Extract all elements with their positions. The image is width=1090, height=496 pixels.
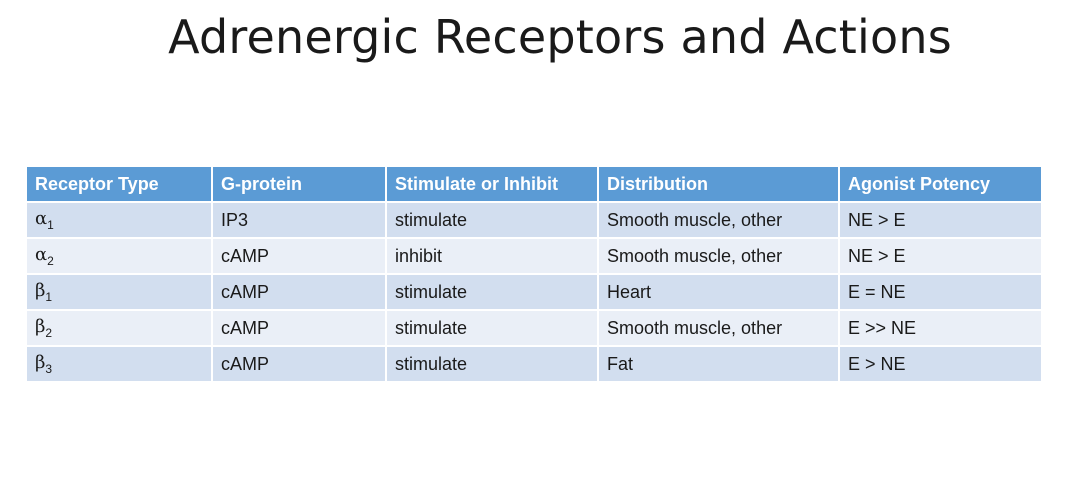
potency-cell: NE > E xyxy=(839,238,1041,275)
table-row: β1 cAMP stimulate Heart E = NE xyxy=(27,274,1041,311)
header-receptor-type: Receptor Type xyxy=(27,167,213,203)
g-protein-cell: IP3 xyxy=(212,202,387,239)
receptor-symbol: β xyxy=(35,352,46,373)
receptor-type-cell: α2 xyxy=(27,238,213,275)
table-header-row: Receptor Type G-protein Stimulate or Inh… xyxy=(27,167,1041,203)
table-row: α2 cAMP inhibit Smooth muscle, other NE … xyxy=(27,238,1041,275)
receptor-subscript: 2 xyxy=(47,254,54,268)
g-protein-cell: cAMP xyxy=(212,274,387,311)
distribution-cell: Fat xyxy=(598,346,840,383)
slide-title: Adrenergic Receptors and Actions xyxy=(168,10,952,64)
receptor-type-cell: β3 xyxy=(27,346,213,383)
effect-cell: stimulate xyxy=(386,310,599,347)
table-row: α1 IP3 stimulate Smooth muscle, other NE… xyxy=(27,202,1041,239)
header-agonist-potency: Agonist Potency xyxy=(839,167,1041,203)
header-distribution: Distribution xyxy=(598,167,840,203)
distribution-cell: Smooth muscle, other xyxy=(598,310,840,347)
receptor-symbol: β xyxy=(35,280,46,301)
g-protein-cell: cAMP xyxy=(212,346,387,383)
receptor-subscript: 2 xyxy=(45,326,53,340)
g-protein-cell: cAMP xyxy=(212,238,387,275)
receptor-subscript: 1 xyxy=(47,218,54,232)
distribution-cell: Smooth muscle, other xyxy=(598,202,840,239)
receptor-subscript: 3 xyxy=(45,362,53,376)
effect-cell: stimulate xyxy=(386,202,599,239)
receptor-subscript: 1 xyxy=(45,290,53,304)
receptor-table: Receptor Type G-protein Stimulate or Inh… xyxy=(27,167,1041,383)
receptor-type-cell: β1 xyxy=(27,274,213,311)
effect-cell: stimulate xyxy=(386,274,599,311)
distribution-cell: Heart xyxy=(598,274,840,311)
receptor-type-cell: α1 xyxy=(27,202,213,239)
receptor-symbol: α xyxy=(35,208,48,229)
effect-cell: inhibit xyxy=(386,238,599,275)
distribution-cell: Smooth muscle, other xyxy=(598,238,840,275)
table-row: β2 cAMP stimulate Smooth muscle, other E… xyxy=(27,310,1041,347)
header-stimulate-or-inhibit: Stimulate or Inhibit xyxy=(386,167,599,203)
g-protein-cell: cAMP xyxy=(212,310,387,347)
receptor-symbol: α xyxy=(35,244,48,265)
table-row: β3 cAMP stimulate Fat E > NE xyxy=(27,346,1041,383)
potency-cell: E = NE xyxy=(839,274,1041,311)
receptor-type-cell: β2 xyxy=(27,310,213,347)
potency-cell: E >> NE xyxy=(839,310,1041,347)
effect-cell: stimulate xyxy=(386,346,599,383)
receptor-symbol: β xyxy=(35,316,46,337)
potency-cell: NE > E xyxy=(839,202,1041,239)
header-g-protein: G-protein xyxy=(212,167,387,203)
potency-cell: E > NE xyxy=(839,346,1041,383)
